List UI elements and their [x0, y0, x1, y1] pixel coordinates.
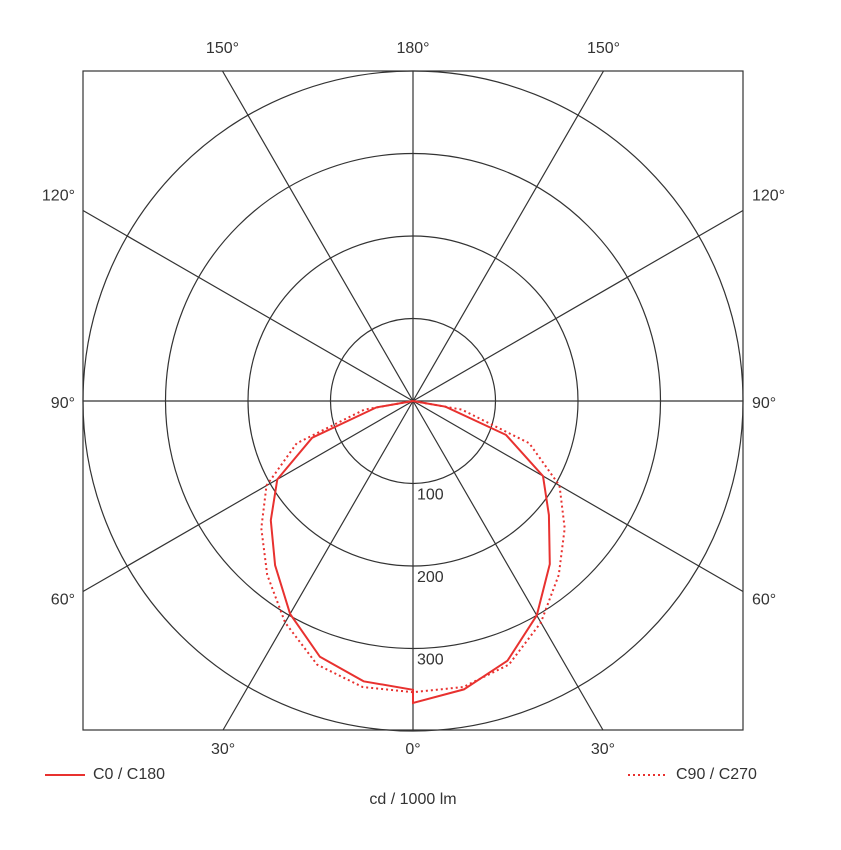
angle-label: 90°: [752, 395, 776, 412]
spoke: [412, 70, 605, 402]
angle-label: 60°: [51, 592, 75, 609]
r-tick-label: 300: [417, 652, 444, 669]
spoke: [412, 400, 744, 593]
angle-label: 150°: [206, 40, 239, 57]
r-tick-label: 100: [417, 487, 444, 504]
angle-label: 30°: [591, 741, 615, 758]
angle-label: 180°: [396, 40, 429, 57]
spoke: [82, 400, 414, 593]
curve: [269, 400, 551, 705]
curve: [260, 400, 566, 694]
angle-label: 60°: [752, 592, 776, 609]
angle-label: 120°: [752, 188, 785, 205]
legend-label: C0 / C180: [93, 766, 165, 783]
spoke: [412, 400, 604, 731]
angle-label: 120°: [42, 188, 75, 205]
axis-label: cd / 1000 lm: [369, 791, 456, 808]
legend-label: C90 / C270: [676, 766, 757, 783]
spoke: [82, 209, 414, 402]
angle-label: 150°: [587, 40, 620, 57]
spoke: [221, 70, 414, 402]
spoke: [412, 209, 744, 402]
spoke: [222, 400, 414, 731]
angle-label: 90°: [51, 395, 75, 412]
r-tick-label: 200: [417, 569, 444, 586]
angle-label: 30°: [211, 741, 235, 758]
angle-label: 0°: [405, 741, 420, 758]
